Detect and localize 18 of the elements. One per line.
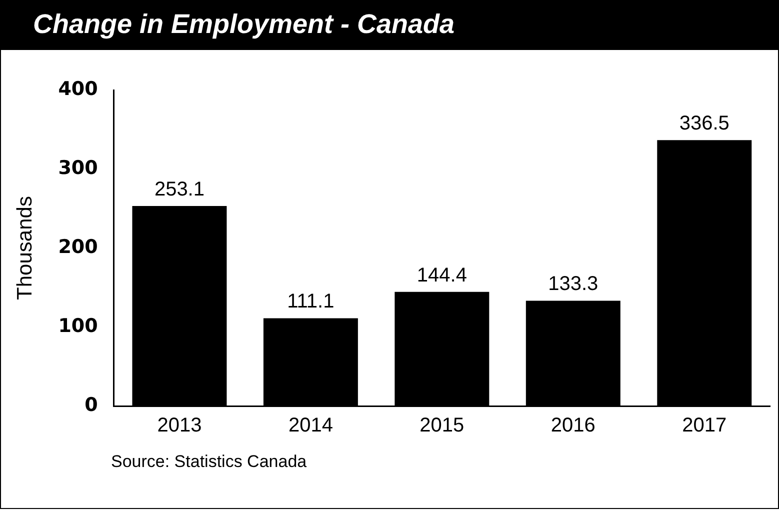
y-tick-label: 400	[58, 78, 98, 100]
x-tick-label: 2014	[288, 414, 333, 437]
y-tick-label: 300	[58, 156, 98, 179]
x-tick-label: 2013	[157, 414, 202, 437]
x-tick-label: 2017	[682, 414, 727, 437]
y-tick-label: 0	[84, 394, 98, 416]
data-label: 111.1	[287, 290, 334, 313]
y-axis-title: Thousands	[13, 196, 36, 300]
x-tick-label: 2016	[550, 414, 596, 437]
x-tick-label: 2015	[420, 414, 464, 437]
data-label: 133.3	[548, 273, 598, 296]
y-tick-label: 200	[58, 236, 98, 258]
source-note: Source: Statistics Canada	[111, 452, 307, 472]
data-label: 144.4	[416, 264, 467, 286]
y-tick-label: 100	[58, 314, 98, 337]
data-label: 336.5	[679, 112, 730, 135]
chart-title: Change in Employment - Canada	[1, 0, 778, 50]
data-label: 253.1	[154, 178, 205, 201]
